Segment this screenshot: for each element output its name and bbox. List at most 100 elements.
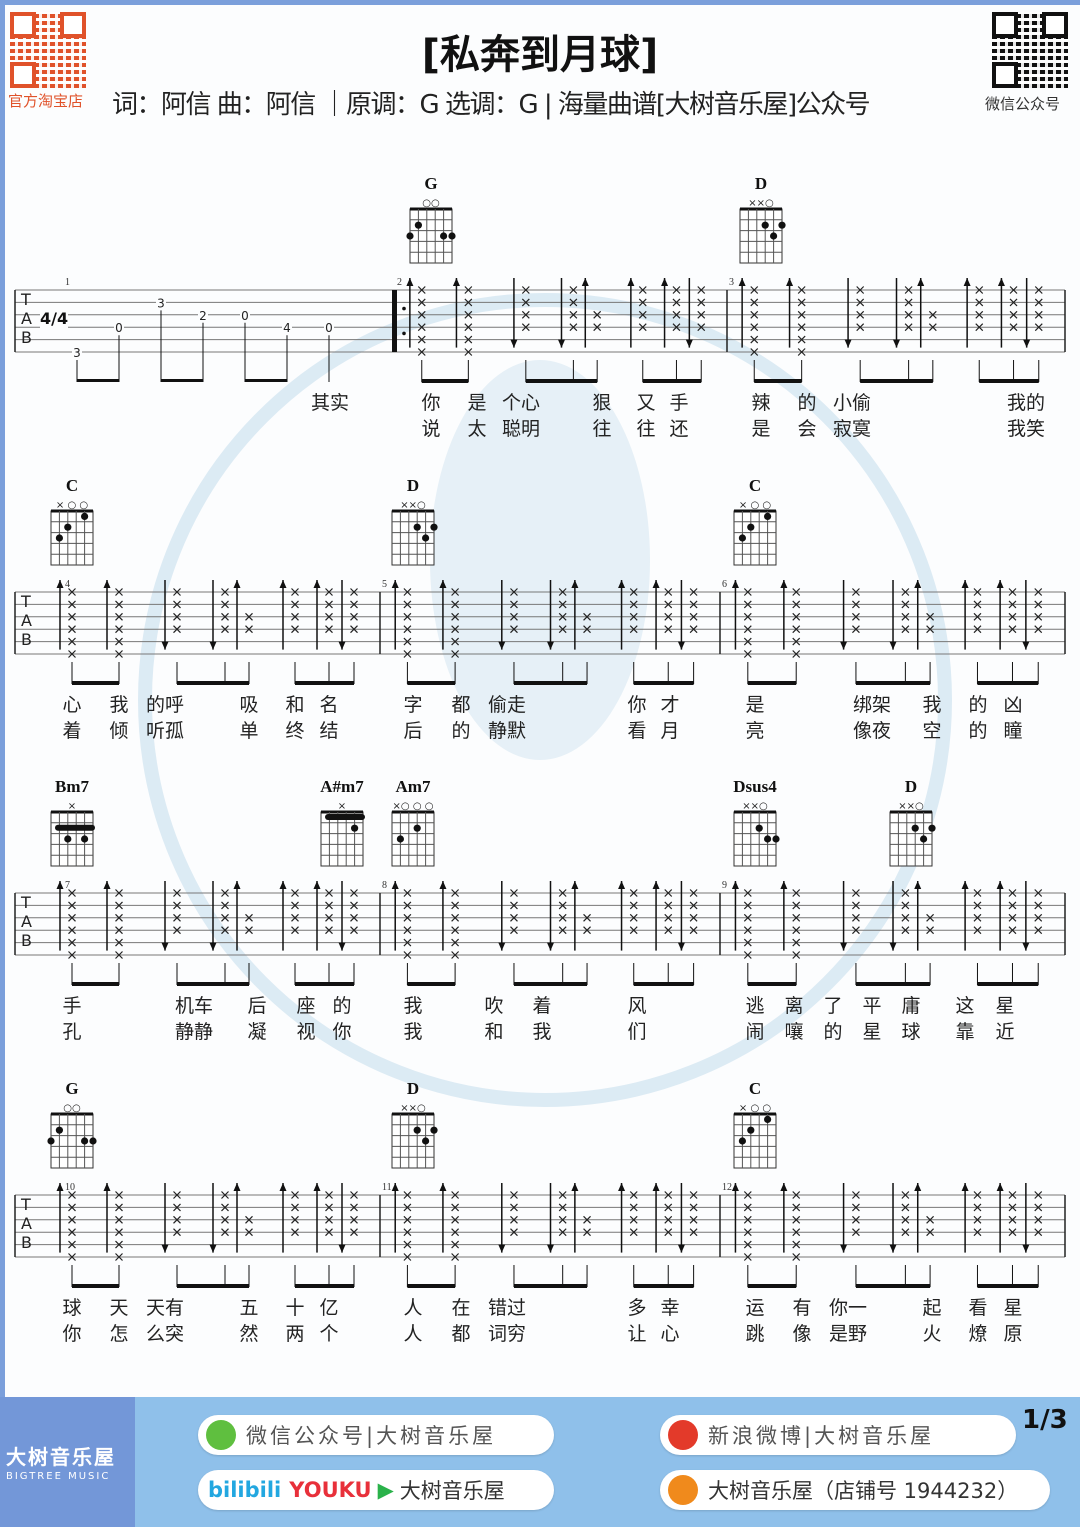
strum-x-mark [115,1203,123,1212]
beam [747,982,797,986]
chord-name: D [905,777,917,796]
lyric-line2: 的 [823,1021,842,1043]
chord-dot [738,1137,747,1145]
strum-x-mark [325,1228,333,1237]
strum-x-mark [901,600,910,609]
strum-x-mark [583,612,591,621]
lyric-line2: 视 [296,1021,315,1043]
strum-x-mark [792,612,801,621]
chord-open-mute-markers: ×○ ○ ○ [393,801,434,812]
chord-name: A#m7 [320,777,364,796]
arrow-head [996,881,1004,889]
taobao-link[interactable]: 大树音乐屋（店铺号 1944232） [660,1470,1050,1510]
weibo-link[interactable]: 新浪微博|大树音乐屋 [660,1415,1016,1455]
strum-x-mark [750,348,759,356]
strum-x-mark [403,926,412,935]
lyric-line1: 凶 [1003,694,1022,716]
strum-x-mark [792,637,801,646]
strum-x-mark [350,913,358,922]
watermark-ring [138,293,952,1107]
strum-x-mark [792,600,801,609]
strum-x-mark [852,1191,860,1199]
strum-x-mark [973,889,982,897]
wechat-qr-code[interactable] [992,12,1068,88]
strum-x-mark [1008,612,1017,621]
strum-x-mark [521,310,530,319]
strum-x-mark [926,926,935,935]
strum-x-mark [975,323,984,332]
strum-x-mark [743,926,752,935]
strum-x-mark [697,323,706,332]
lyric-line2: 嚷 [784,1021,803,1043]
arrow-head [313,881,321,889]
strum-x-mark [68,951,76,959]
strum-x-mark [173,1191,181,1199]
strum-x-mark [451,926,460,935]
lyric-line2: 静静 [175,1021,213,1043]
fret-number: 2 [199,309,207,323]
arrow-head [961,580,969,588]
lyric-line2: 终 [285,720,304,742]
lyric-line1: 的 [797,392,816,414]
strum-x-mark [173,625,181,634]
chord-dot [764,512,772,521]
arrow-head [889,1244,897,1253]
strum-x-mark [697,286,706,294]
strum-x-mark [291,588,299,596]
strum-x-mark [583,1215,591,1224]
strum-x-mark [750,298,759,307]
strum-x-mark [68,901,76,910]
strum-x-mark [1034,588,1043,596]
chord-open-mute-markers: ××○ [400,500,425,511]
strum-x-mark [583,1228,591,1237]
strum-x-mark [664,913,673,922]
arrow-head [731,580,739,588]
strum-x-mark [451,1203,460,1212]
strum-x-mark [291,901,299,910]
strum-x-mark [973,600,982,609]
measure-number: 5 [382,579,387,590]
chord-dot [920,835,928,843]
taobao-qr-code[interactable] [10,12,86,88]
beam [979,379,1039,383]
fret-number: 4 [283,321,291,335]
strum-x-mark [1008,1203,1017,1212]
beam [855,681,931,685]
strum-x-mark [291,600,299,609]
beam [245,379,287,382]
beam [855,1284,931,1288]
arrow-head [840,641,848,650]
wechat-icon [206,1420,236,1450]
strum-x-mark [1034,889,1043,897]
chord-barre [325,814,365,820]
strum-x-mark [558,1203,567,1212]
lyric-line2: 的 [968,720,987,742]
arrow-head [618,881,626,889]
lyric-line2: 闹 [745,1021,764,1043]
arrow-head [661,278,669,286]
strum-x-mark [417,348,426,356]
beam [977,681,1039,685]
lyric-line2: 让 [627,1323,646,1345]
strum-x-mark [291,1191,299,1199]
video-links[interactable]: bilibili YOUKU ▶ 大树音乐屋 [198,1470,554,1510]
strum-x-mark [743,600,752,609]
video-channel-name: 大树音乐屋 [399,1479,505,1503]
strum-x-mark [672,286,681,294]
arrow-head [840,942,848,951]
beam [747,1284,797,1288]
fret-bg [324,320,334,334]
strum-x-mark [593,310,602,319]
arrow-head [652,580,660,588]
strum-x-mark [558,612,567,621]
strum-x-mark [325,901,333,910]
chord-name: D [755,174,767,193]
lyric-line2: 原 [1003,1323,1022,1345]
wechat-link[interactable]: 微信公众号|大树音乐屋 [198,1415,554,1455]
arrow-head [406,278,414,286]
lyric-line1: 逃 [745,995,764,1017]
strum-x-mark [115,1253,123,1261]
strum-x-mark [638,286,647,294]
chord-name: Bm7 [55,777,90,796]
strum-x-mark [350,1228,358,1237]
